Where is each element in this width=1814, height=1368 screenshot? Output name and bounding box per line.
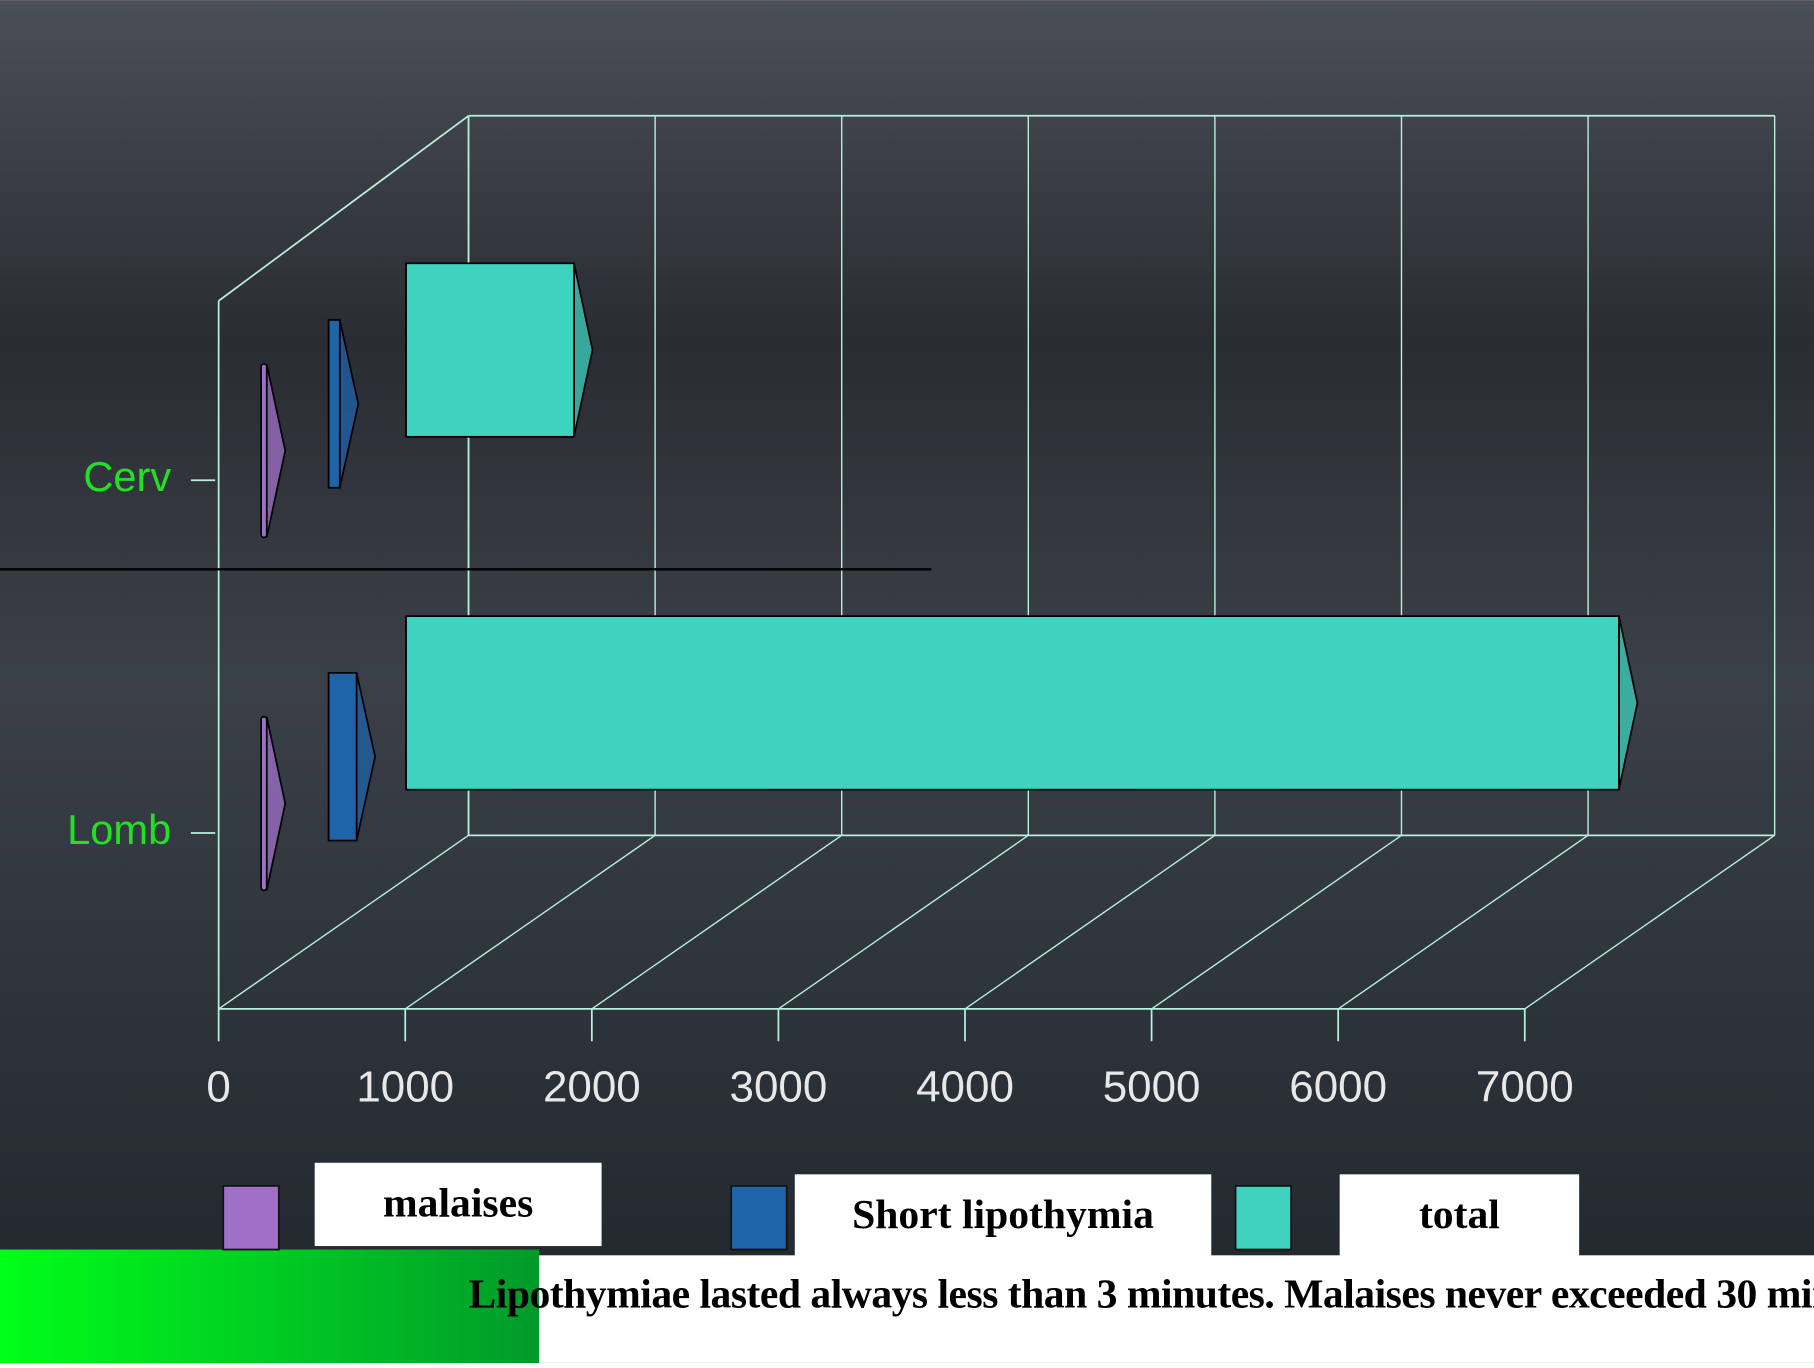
x-tick-label: 7000 xyxy=(1476,1062,1574,1111)
bar xyxy=(405,615,1620,791)
legend-label: malaises xyxy=(383,1180,533,1226)
legend-label-box xyxy=(314,1162,602,1247)
plot: 0 1000 2000 3000 4000 5000 6000 7000 Cerv Lomb mal… xyxy=(0,114,1776,1258)
legend-label: total xyxy=(1419,1192,1500,1238)
grid-line xyxy=(591,834,843,1010)
x-tick-label: 3000 xyxy=(730,1062,828,1111)
x-tick-label: 6000 xyxy=(1289,1062,1387,1111)
bar xyxy=(405,262,575,438)
x-tick-label: 4000 xyxy=(916,1062,1014,1111)
grid-line xyxy=(1524,834,1776,1010)
bar xyxy=(260,363,268,539)
x-tick-label: 0 xyxy=(206,1062,230,1111)
grid-line xyxy=(964,834,1216,1010)
legend-swatch xyxy=(730,1185,788,1251)
x-tick-label: 1000 xyxy=(356,1062,454,1111)
legend-label: Short lipothymia xyxy=(852,1192,1154,1238)
bar xyxy=(327,671,358,842)
grid-line xyxy=(1337,834,1589,1010)
legend-label-box xyxy=(1339,1174,1580,1258)
x-tick-label: 2000 xyxy=(543,1062,641,1111)
legend-label-box xyxy=(794,1174,1212,1258)
legend-swatch xyxy=(222,1185,280,1251)
side-edge xyxy=(218,115,470,302)
grid-line xyxy=(404,834,656,1010)
note-box xyxy=(539,1255,1814,1363)
legend-swatch xyxy=(1234,1185,1292,1251)
grid-line xyxy=(1151,834,1402,1010)
grid-line xyxy=(218,834,469,1010)
bar xyxy=(327,319,341,489)
bar xyxy=(260,715,268,892)
note: Lipothymiae lasted always less than 3 mi… xyxy=(469,1272,1814,1318)
x-tick-label: 5000 xyxy=(1103,1062,1201,1111)
category-label: Lomb xyxy=(67,806,171,853)
green-band xyxy=(0,1249,540,1363)
category-label: Cerv xyxy=(83,453,171,500)
grid-line xyxy=(778,834,1029,1010)
